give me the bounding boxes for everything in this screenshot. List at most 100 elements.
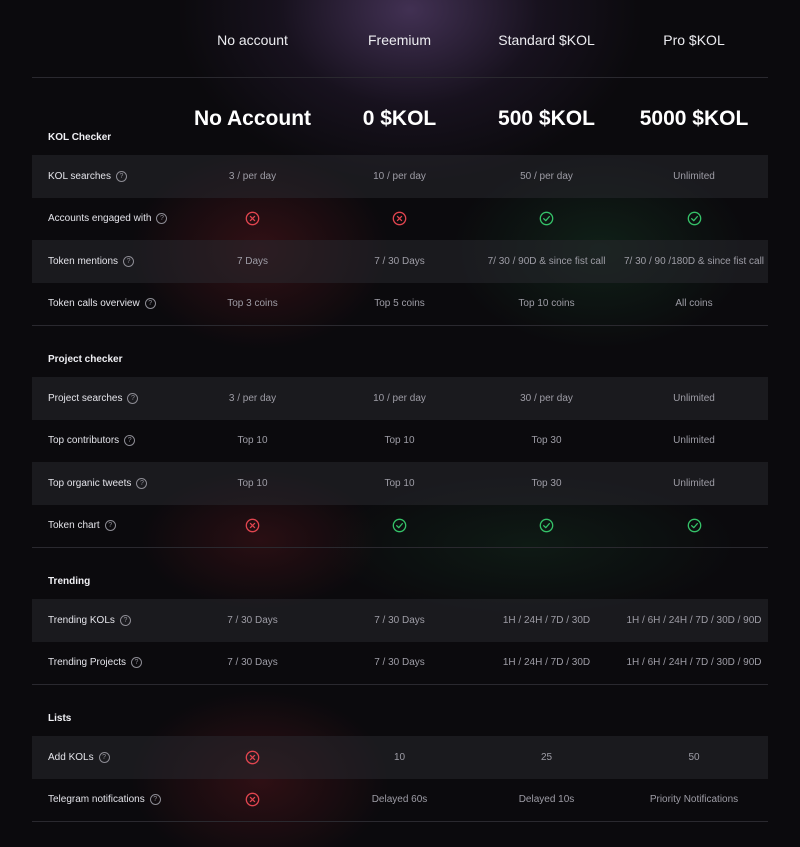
x-icon [179,750,326,765]
feature-label-text: Trending KOLs [48,614,115,626]
feature-value-freemium: 7 / 30 Days [374,614,425,626]
feature-row: Token chart? [32,505,768,548]
feature-row: Accounts engaged with? [32,198,768,241]
feature-label-text: Token chart [48,520,100,532]
feature-label-text: Telegram notifications [48,794,145,806]
tier-name-no-account: No account [217,31,288,48]
feature-value-standard: 1H / 24H / 7D / 30D [502,614,591,626]
feature-label-text: Token mentions [48,255,119,267]
feature-value-standard: Top 10 coins [518,298,575,310]
feature-sections: KOL Checker KOL searches? 3 / per day 10 / … [32,132,768,822]
feature-row: Token calls overview? Top 3 coins Top 5 co… [32,283,768,326]
feature-value-freemium: 10 / per day [373,170,426,182]
tier-header-row: No account Freemium Standard $KOL Pro $K… [32,0,768,78]
x-icon [326,211,473,226]
help-icon[interactable]: ? [116,170,127,182]
feature-value-standard: 30 / per day [520,392,573,404]
tier-name-pro: Pro $KOL [663,31,725,48]
help-icon[interactable]: ? [131,657,142,669]
feature-value-no-account: Top 10 [237,435,268,447]
section-rows: KOL searches? 3 / per day 10 / per day 50 /… [32,155,768,326]
section-title: Project checker [48,354,123,365]
feature-value-freemium: 10 [393,751,406,763]
feature-label: Add KOLs? [32,751,179,763]
feature-row: Project searches? 3 / per day 10 / per day… [32,377,768,420]
pricing-comparison-table: No account Freemium Standard $KOL Pro $K… [32,0,768,822]
feature-value-no-account: Top 10 [237,477,268,489]
feature-value-standard: 50 / per day [520,170,573,182]
help-icon[interactable]: ? [149,794,161,806]
feature-value-pro: Unlimited [673,170,715,182]
x-icon [179,518,326,533]
help-icon[interactable]: ? [123,255,135,267]
feature-label: Top organic tweets? [32,477,179,489]
tier-price-freemium: 0 $KOL [362,107,437,130]
feature-value-freemium: 7 / 30 Days [374,657,425,669]
feature-label: Token calls overview? [32,298,179,310]
feature-label-text: Project searches [48,392,123,404]
feature-value-standard: 25 [540,751,553,763]
help-icon[interactable]: ? [144,298,156,310]
section-rows: Trending KOLs? 7 / 30 Days 7 / 30 Days 1H /… [32,599,768,685]
feature-value-pro: All coins [675,298,713,310]
feature-value-standard: Delayed 10s [518,794,575,806]
feature-value-freemium: Top 10 [384,435,415,447]
help-icon[interactable]: ? [124,435,136,447]
feature-label-text: KOL searches [48,170,111,182]
section-header: Project checker [32,326,768,377]
feature-value-no-account: 7 Days [236,255,269,267]
feature-row: Telegram notifications? Delayed 60s Delaye… [32,779,768,822]
check-icon [473,518,620,533]
section-rows: Project searches? 3 / per day 10 / per day… [32,377,768,548]
check-icon [620,211,768,226]
help-icon[interactable]: ? [127,392,139,404]
feature-label: KOL searches? [32,170,179,182]
check-icon [473,211,620,226]
section-title: KOL Checker [48,132,112,143]
feature-row: Trending KOLs? 7 / 30 Days 7 / 30 Days 1H /… [32,599,768,642]
feature-row: Top contributors? Top 10 Top 10 Top 30 Unlim… [32,420,768,463]
help-icon[interactable]: ? [119,614,131,626]
section-header: KOL Checker [32,132,768,155]
feature-row: Token mentions? 7 Days 7 / 30 Days 7/ 30 / … [32,240,768,283]
feature-label: Accounts engaged with? [32,213,179,225]
feature-label: Token chart? [32,520,179,532]
feature-value-pro: Unlimited [673,435,715,447]
feature-value-pro: Unlimited [673,477,715,489]
feature-value-pro: Unlimited [673,392,715,404]
feature-value-standard: Top 30 [531,477,562,489]
tier-name-standard: Standard $KOL [498,31,595,48]
feature-value-freemium: 10 / per day [373,392,426,404]
feature-label: Top contributors? [32,435,179,447]
feature-value-no-account: 7 / 30 Days [227,614,278,626]
help-icon[interactable]: ? [156,213,168,225]
tier-price-no-account: No Account [193,107,312,130]
check-icon [326,518,473,533]
feature-value-pro: 1H / 6H / 24H / 7D / 30D / 90D [626,614,762,626]
feature-value-freemium: Top 5 coins [374,298,425,310]
feature-label-text: Accounts engaged with [48,213,152,225]
section-title: Trending [48,576,91,587]
feature-label: Trending Projects? [32,657,179,669]
tier-name-freemium: Freemium [367,31,431,48]
feature-value-pro: 7/ 30 / 90 /180D & since fist call [623,255,765,267]
feature-value-pro: Priority Notifications [649,794,739,806]
section-header: Trending [32,548,768,599]
feature-row: KOL searches? 3 / per day 10 / per day 50 /… [32,155,768,198]
feature-value-standard: 1H / 24H / 7D / 30D [502,657,591,669]
feature-value-standard: Top 30 [531,435,562,447]
feature-row: Add KOLs? 10 25 50 [32,736,768,779]
feature-label-text: Top organic tweets [48,477,132,489]
help-icon[interactable]: ? [136,477,148,489]
feature-row: Top organic tweets? Top 10 Top 10 Top 30 Unl… [32,462,768,505]
help-icon[interactable]: ? [104,520,116,532]
feature-row: Trending Projects? 7 / 30 Days 7 / 30 Days… [32,642,768,685]
x-icon [179,792,326,807]
x-icon [179,211,326,226]
section-header: Lists [32,685,768,736]
feature-label-text: Top contributors [48,435,120,447]
section-rows: Add KOLs? 10 25 50 Telegram notifications? De… [32,736,768,822]
help-icon[interactable]: ? [98,751,110,763]
feature-label-text: Trending Projects [48,657,126,669]
feature-value-no-account: Top 3 coins [227,298,278,310]
